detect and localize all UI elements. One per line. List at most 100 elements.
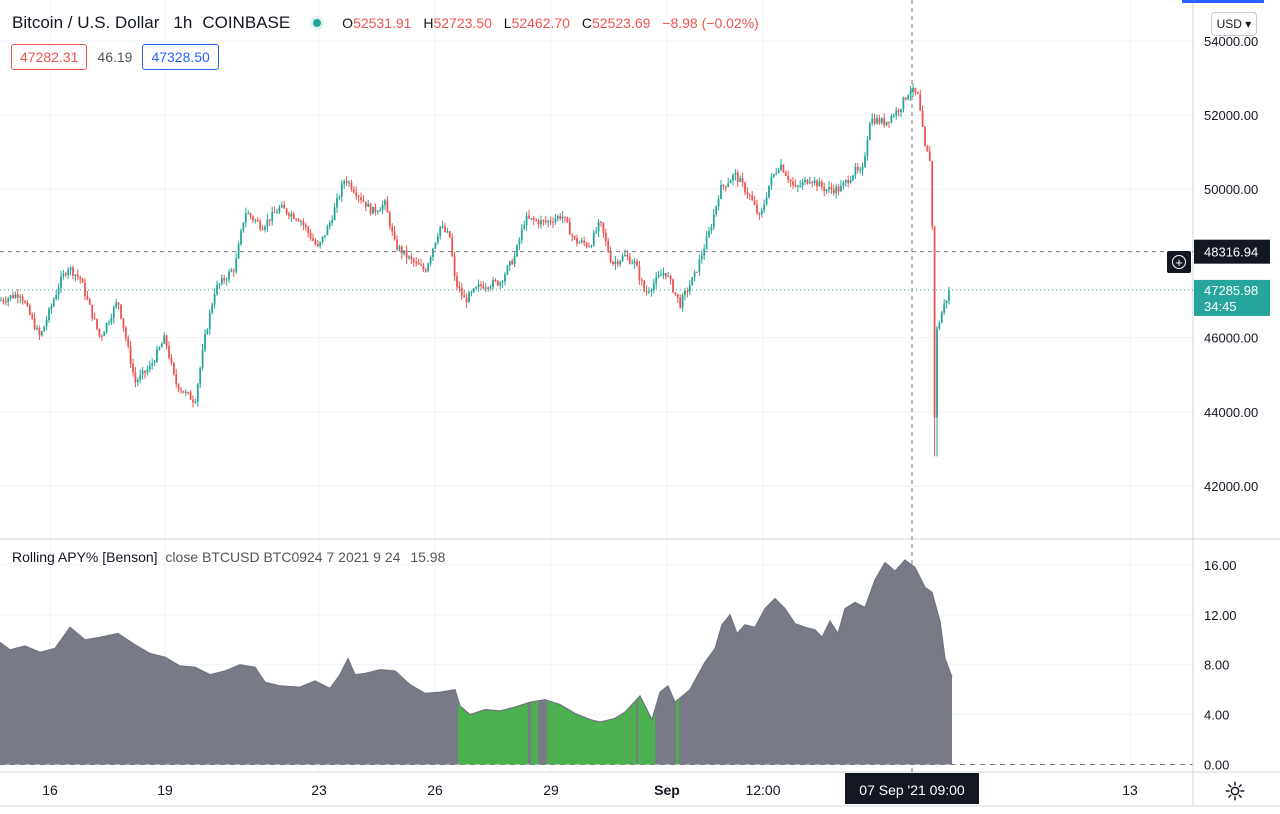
candle <box>907 94 910 101</box>
candle-body <box>638 266 641 280</box>
candle-body <box>936 328 938 418</box>
candle-body <box>326 226 329 236</box>
candle-body <box>655 277 658 284</box>
candle-body <box>787 175 790 181</box>
candle <box>559 213 562 222</box>
bid-price[interactable]: 47282.31 <box>11 44 88 70</box>
apy-axis: 16.00 12.00 8.00 4.00 0.00 <box>1204 558 1237 773</box>
candle-body <box>283 205 286 209</box>
candle-body <box>559 216 562 219</box>
candle <box>40 330 43 337</box>
candle-body <box>472 288 475 292</box>
candle <box>568 217 571 235</box>
currency-button[interactable]: USD ▾ <box>1211 12 1257 36</box>
candle <box>367 199 370 207</box>
candle-body <box>792 181 794 186</box>
candle <box>864 152 866 169</box>
candle-body <box>844 180 847 183</box>
candle-body <box>225 279 228 281</box>
candle <box>679 293 682 309</box>
candle-body <box>384 200 386 205</box>
gear-icon[interactable] <box>1224 780 1246 802</box>
candle <box>297 217 300 222</box>
candle <box>504 272 506 286</box>
candle-body <box>736 172 739 182</box>
candle <box>204 329 206 353</box>
candle <box>120 304 122 320</box>
candle <box>516 244 518 258</box>
candle-body <box>2 300 5 302</box>
candle-body <box>372 206 374 214</box>
candle-body <box>213 294 216 305</box>
candle-body <box>568 222 571 235</box>
candle <box>933 225 936 457</box>
candle-body <box>410 256 413 260</box>
candle-body <box>417 262 420 265</box>
symbol-name[interactable]: Bitcoin / U.S. Dollar <box>12 13 160 32</box>
ask-price[interactable]: 47328.50 <box>142 44 219 70</box>
candle-body <box>290 213 293 217</box>
candle-body <box>19 296 22 298</box>
candle <box>520 223 523 244</box>
candle <box>55 290 58 301</box>
candle <box>720 180 722 200</box>
candle-body <box>367 203 370 207</box>
candle <box>693 270 696 282</box>
candle-body <box>626 254 629 257</box>
candle-body <box>847 180 850 184</box>
candle <box>835 183 838 199</box>
ohlc-values: O52531.91 H52723.50 L52462.70 C52523.69 … <box>342 15 767 31</box>
candle <box>283 200 286 209</box>
candle <box>667 272 670 278</box>
candle-body <box>187 391 190 393</box>
candle-body <box>475 287 478 289</box>
candle <box>919 89 922 112</box>
candle <box>837 184 840 196</box>
candle-body <box>652 283 655 290</box>
candle-body <box>904 97 907 100</box>
candle <box>45 315 48 331</box>
candle-body <box>336 198 338 208</box>
candle <box>840 180 842 192</box>
candle <box>525 211 528 231</box>
candle-body <box>302 221 305 225</box>
candle-body <box>628 256 631 264</box>
interval[interactable]: 1h <box>173 13 193 32</box>
candle <box>856 163 859 174</box>
candle-body <box>508 261 511 267</box>
indicator-name[interactable]: Rolling APY% [Benson] <box>12 549 158 565</box>
candle-body <box>81 279 84 283</box>
candle-body <box>434 242 437 249</box>
candle-body <box>444 226 446 232</box>
candle-body <box>393 231 396 240</box>
candle-body <box>148 365 151 370</box>
candle-body <box>756 204 758 214</box>
candle <box>290 210 293 223</box>
candle <box>727 177 730 188</box>
candle <box>796 184 799 193</box>
candle-body <box>405 250 408 258</box>
candle <box>739 175 742 182</box>
candle-body <box>592 232 595 246</box>
candle <box>456 272 458 291</box>
add-alert-button[interactable]: + <box>1167 251 1191 273</box>
candle <box>172 361 175 377</box>
candle-body <box>660 275 662 277</box>
candle <box>873 113 876 126</box>
candle <box>768 185 770 199</box>
candle <box>280 201 283 209</box>
candle-body <box>866 140 869 157</box>
candle <box>386 196 389 213</box>
candle-body <box>151 363 154 366</box>
apy-tick-label: 8.00 <box>1204 658 1229 673</box>
candle-body <box>381 204 384 211</box>
candle <box>144 370 146 379</box>
apy-area <box>0 560 952 765</box>
candle <box>828 181 830 194</box>
candle-body <box>386 200 389 213</box>
candle <box>640 277 643 286</box>
candle-body <box>576 238 578 244</box>
candle <box>170 354 173 366</box>
candle-body <box>112 307 115 319</box>
